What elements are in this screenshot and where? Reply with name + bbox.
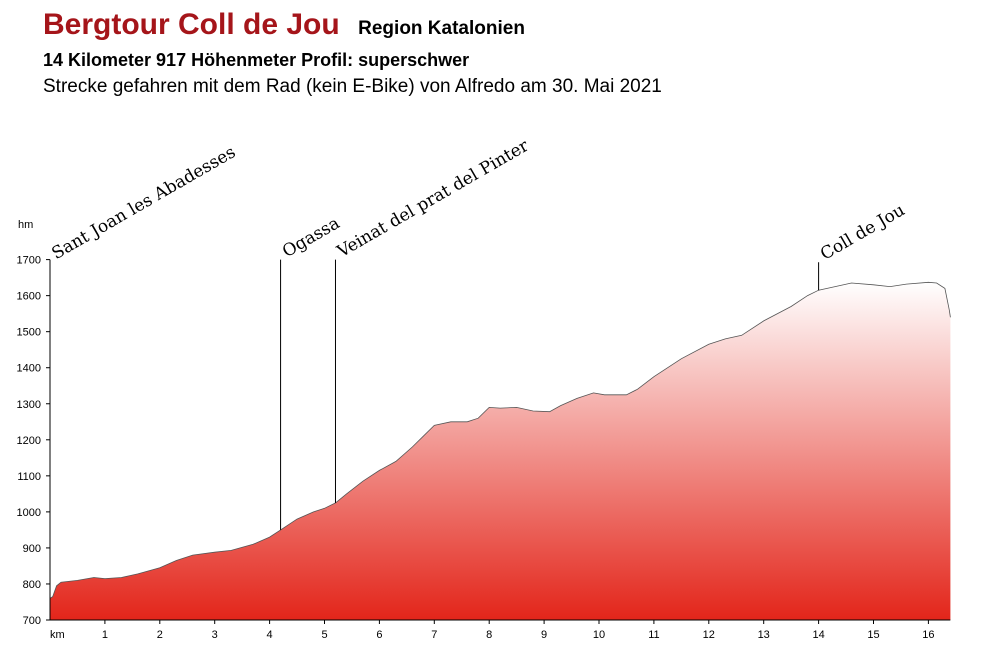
x-tick-label: 1 bbox=[102, 629, 108, 641]
y-tick-label: 1100 bbox=[17, 471, 41, 483]
x-tick-label: 3 bbox=[212, 629, 218, 641]
y-tick-label: 800 bbox=[23, 579, 41, 591]
y-tick-label: 700 bbox=[23, 615, 41, 627]
x-tick-label: 14 bbox=[812, 629, 824, 641]
x-tick-label: 15 bbox=[867, 629, 879, 641]
chart-title-line: Bergtour Coll de Jou Region Katalonien bbox=[43, 8, 525, 42]
elevation-line bbox=[49, 281, 951, 599]
x-axis-label: km bbox=[50, 629, 65, 641]
waypoint-label: Veinat del prat del Pinter bbox=[333, 136, 533, 263]
elevation-area bbox=[50, 282, 951, 620]
y-tick-label: 1200 bbox=[17, 435, 41, 447]
y-tick-label: 1400 bbox=[17, 363, 41, 375]
y-tick-label: 1000 bbox=[17, 507, 41, 519]
tour-description: Strecke gefahren mit dem Rad (kein E-Bik… bbox=[43, 76, 662, 97]
y-axis-label: hm bbox=[18, 219, 33, 231]
x-tick-label: 5 bbox=[321, 629, 327, 641]
y-tick-label: 1300 bbox=[17, 399, 41, 411]
x-tick-label: 2 bbox=[157, 629, 163, 641]
waypoint-label: Sant Joan les Abadesses bbox=[49, 142, 240, 264]
x-tick-label: 12 bbox=[703, 629, 715, 641]
x-tick-label: 16 bbox=[922, 629, 934, 641]
y-tick-label: 1500 bbox=[17, 327, 41, 339]
waypoint-label: Coll de Jou bbox=[817, 200, 908, 264]
x-tick-label: 8 bbox=[486, 629, 492, 641]
x-tick-label: 9 bbox=[541, 629, 547, 641]
tour-stats: 14 Kilometer 917 Höhenmeter Profil: supe… bbox=[43, 50, 470, 70]
x-tick-label: 13 bbox=[758, 629, 770, 641]
x-tick-label: 10 bbox=[593, 629, 605, 641]
x-tick-label: 4 bbox=[267, 629, 273, 641]
waypoint-label: Ogassa bbox=[279, 213, 343, 262]
x-tick-label: 6 bbox=[376, 629, 382, 641]
chart-title: Bergtour Coll de Jou bbox=[43, 8, 340, 41]
y-tick-label: 1700 bbox=[17, 255, 41, 267]
region-label: Region Katalonien bbox=[358, 18, 525, 39]
x-tick-label: 11 bbox=[648, 629, 659, 641]
y-tick-label: 1600 bbox=[17, 291, 41, 303]
x-tick-label: 7 bbox=[431, 629, 437, 641]
y-tick-label: 900 bbox=[23, 543, 41, 555]
